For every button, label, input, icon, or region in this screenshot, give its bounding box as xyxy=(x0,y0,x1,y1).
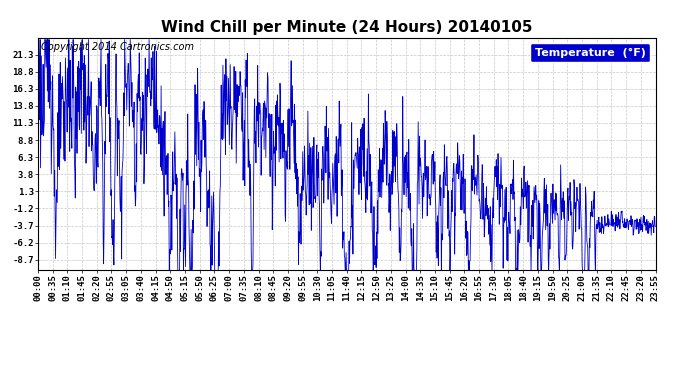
Title: Wind Chill per Minute (24 Hours) 20140105: Wind Chill per Minute (24 Hours) 2014010… xyxy=(161,20,533,35)
Text: Copyright 2014 Cartronics.com: Copyright 2014 Cartronics.com xyxy=(41,42,194,52)
Legend: Temperature  (°F): Temperature (°F) xyxy=(530,43,650,62)
